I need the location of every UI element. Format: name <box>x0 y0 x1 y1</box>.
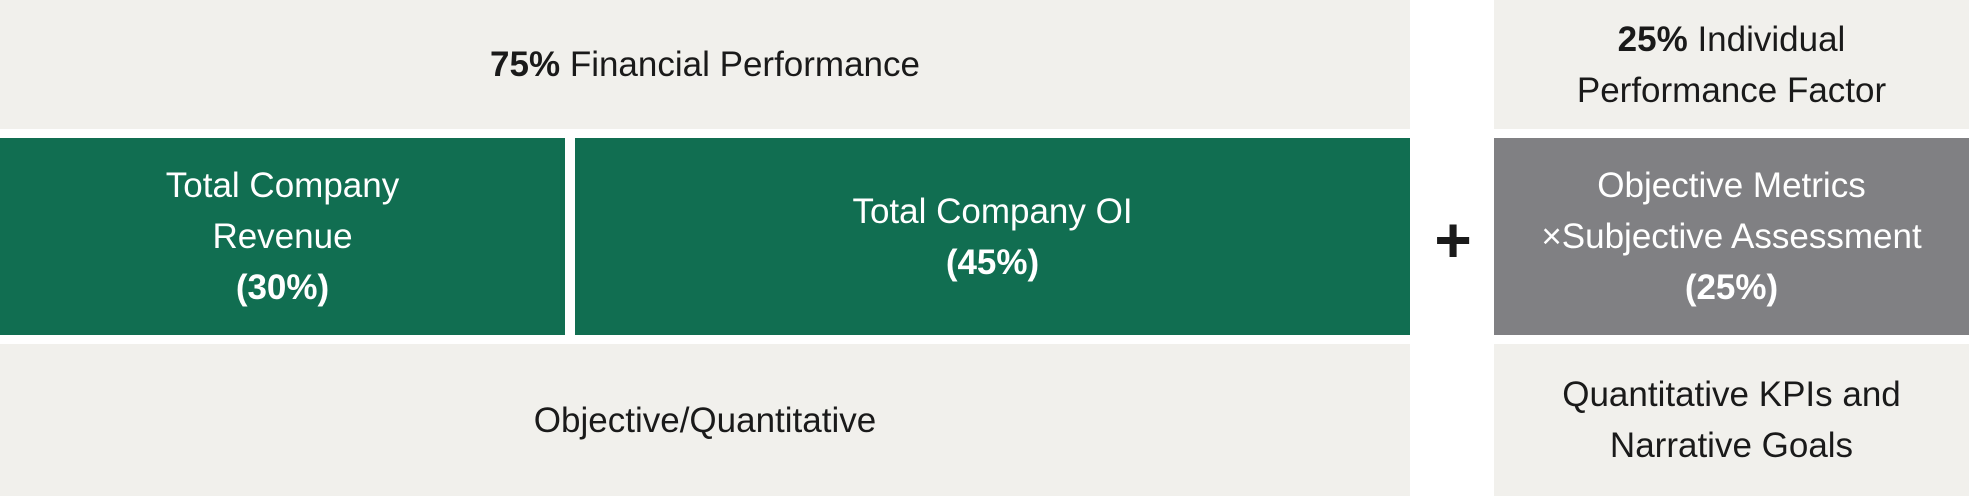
header-line: Performance Factor <box>1576 70 1887 110</box>
box-line: Total Company <box>165 166 400 205</box>
header-text: Financial Performance <box>569 45 920 84</box>
box-line: ×Subjective Assessment <box>1541 217 1922 256</box>
header-weight: 75% <box>490 45 561 84</box>
box-line: Total Company OI <box>852 191 1133 231</box>
right-footer: Quantitative KPIs and Narrative Goals <box>1494 344 1969 496</box>
plus-operator: + <box>1434 204 1472 276</box>
footer-text: Objective/Quantitative <box>533 400 877 440</box>
box-weight: (30%) <box>235 268 330 307</box>
oi-box: Total Company OI (45%) <box>575 138 1410 335</box>
header-line: 25% Individual <box>1618 14 1846 65</box>
footer-text: Narrative Goals <box>1609 426 1854 465</box>
box-line: Objective Metrics <box>1597 166 1866 205</box>
revenue-box: Total Company Revenue (30%) <box>0 138 565 335</box>
box-weight: (45%) <box>945 242 1040 282</box>
header-weight: 25% <box>1617 19 1688 59</box>
box-weight: (25%) <box>1684 268 1779 307</box>
header-text: Individual <box>1697 19 1846 59</box>
left-header: 75% Financial Performance <box>0 0 1410 129</box>
header-line: 75% Financial Performance <box>490 39 920 90</box>
right-header: 25% Individual Performance Factor <box>1494 0 1969 129</box>
box-line: Revenue <box>212 217 353 256</box>
footer-text: Quantitative KPIs and <box>1562 375 1901 414</box>
individual-box: Objective Metrics ×Subjective Assessment… <box>1494 138 1969 335</box>
left-footer: Objective/Quantitative <box>0 344 1410 496</box>
